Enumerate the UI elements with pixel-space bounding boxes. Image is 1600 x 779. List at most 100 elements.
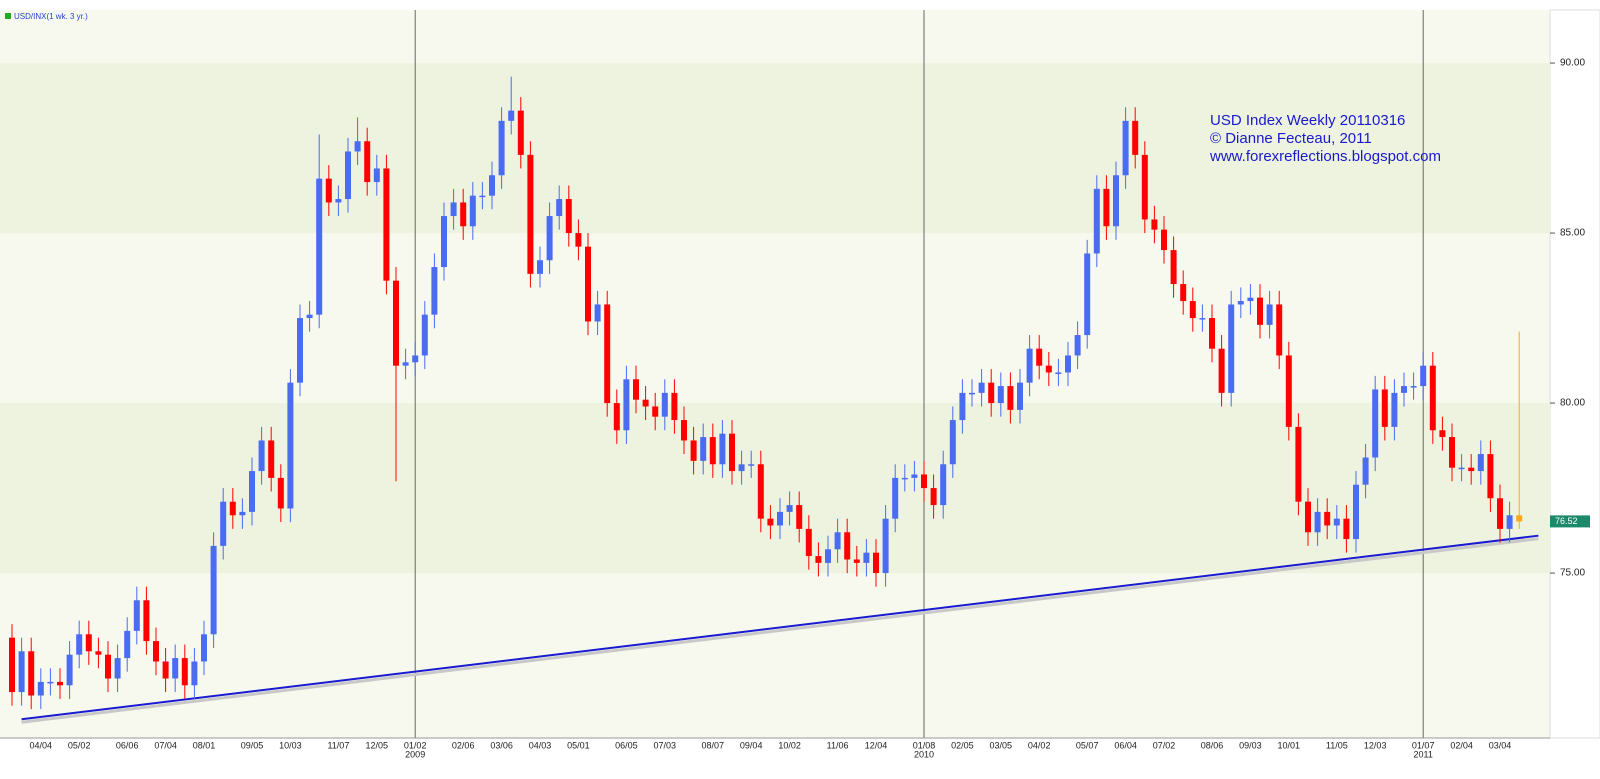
candle-body [1420, 365, 1427, 387]
candle-body [114, 658, 121, 679]
grid-band [0, 63, 1550, 234]
candle-body [1170, 250, 1177, 285]
candle-body [940, 464, 947, 506]
candle-body [642, 399, 649, 407]
candle-body [210, 545, 217, 635]
candle-body [1007, 386, 1014, 410]
candle-body [825, 549, 831, 563]
x-tick-label: 08/07 [702, 740, 725, 750]
x-tick-label: 08/06 [1201, 740, 1224, 750]
candle-body [1103, 188, 1110, 227]
y-tick-label: 75.00 [1560, 568, 1585, 579]
candle-body [1113, 175, 1119, 227]
candle-body [37, 681, 44, 696]
candle-body [1372, 389, 1379, 458]
candle-body [757, 464, 764, 519]
candle-body [441, 216, 447, 268]
candle-body [498, 120, 505, 176]
candle-body [489, 175, 495, 196]
x-tick-label: 03/05 [990, 740, 1013, 750]
candle-body [1276, 304, 1283, 356]
annotation: USD Index Weekly 20110316 [1210, 112, 1405, 129]
x-tick-label: 01/08 [913, 740, 936, 750]
x-tick-label: 08/01 [193, 740, 216, 750]
candle-body [959, 392, 966, 421]
candle-body [191, 661, 198, 686]
candle-body [1084, 253, 1091, 336]
candle-body [76, 634, 83, 655]
candle-body [786, 505, 793, 512]
annotation: © Dianne Fecteau, 2011 [1210, 130, 1372, 147]
candle-body [287, 382, 294, 509]
x-tick-label: 03/06 [490, 740, 513, 750]
candle-body [1180, 284, 1187, 302]
x-tick-label: 05/02 [68, 740, 91, 750]
candle-body [249, 471, 255, 512]
x-tick-label: 11/07 [327, 740, 349, 750]
x-tick-label: 02/05 [951, 740, 974, 750]
candle-body [1429, 365, 1436, 431]
candle-body [1199, 318, 1206, 320]
x-tick-label: 04/04 [30, 740, 53, 750]
candle-body [517, 110, 524, 155]
x-tick-label: 12/03 [1364, 740, 1387, 750]
candle-body [700, 437, 707, 461]
candle-body [901, 477, 908, 480]
x-tick-label: 09/04 [740, 740, 763, 750]
legend-swatch [5, 13, 11, 19]
x-tick-label: 11/05 [1326, 740, 1348, 750]
x-tick-label: 09/03 [1239, 740, 1262, 750]
candle-body [325, 178, 332, 203]
x-tick-label: 12/05 [366, 740, 389, 750]
candle-body [1026, 348, 1033, 383]
candle-body [66, 654, 73, 686]
candle-body [316, 178, 323, 315]
candle-body [930, 488, 937, 506]
candle-body [1506, 515, 1513, 529]
candle-body [373, 168, 380, 183]
x-tick-label: 06/04 [1114, 740, 1137, 750]
candle-body [1285, 355, 1292, 427]
candle-body [1074, 335, 1081, 356]
candle-body [277, 477, 284, 509]
candle-body [1468, 467, 1475, 472]
candle-body [892, 477, 899, 519]
x-tick-label: 10/01 [1278, 740, 1301, 750]
x-tick-label: 07/02 [1153, 740, 1176, 750]
candle-body [1391, 392, 1398, 427]
candle-body [1151, 219, 1158, 230]
candle-body [460, 202, 467, 227]
candle-body [143, 600, 150, 642]
candle-body [690, 440, 697, 461]
candle-body [421, 314, 428, 356]
x-tick-label: 09/05 [241, 740, 264, 750]
candle-body [220, 501, 227, 546]
candle-body [1381, 389, 1388, 427]
candle-body [969, 392, 975, 395]
candle-body [613, 403, 620, 431]
candle-body [1161, 229, 1167, 251]
candle-body [585, 246, 591, 322]
candle-body [949, 420, 956, 465]
candle-body [133, 600, 140, 631]
candle-body [431, 267, 438, 315]
candle-body [412, 355, 419, 363]
candle-body [508, 110, 515, 121]
annotation: www.forexreflections.blogspot.com [1209, 148, 1441, 165]
candle-body [1410, 386, 1417, 388]
candle-body [1055, 372, 1062, 374]
candle-body [575, 233, 582, 247]
candle-body [1343, 518, 1350, 540]
candle-body [47, 681, 54, 684]
trendline [21, 534, 1539, 721]
candle-body [335, 199, 342, 203]
candle-body [1247, 297, 1254, 302]
x-tick-label: 07/03 [654, 740, 677, 750]
candle-body [623, 379, 630, 431]
year-label: 2010 [914, 749, 934, 759]
candle-body [729, 433, 735, 472]
candle-body [1401, 386, 1407, 393]
x-tick-label: 02/06 [452, 740, 475, 750]
